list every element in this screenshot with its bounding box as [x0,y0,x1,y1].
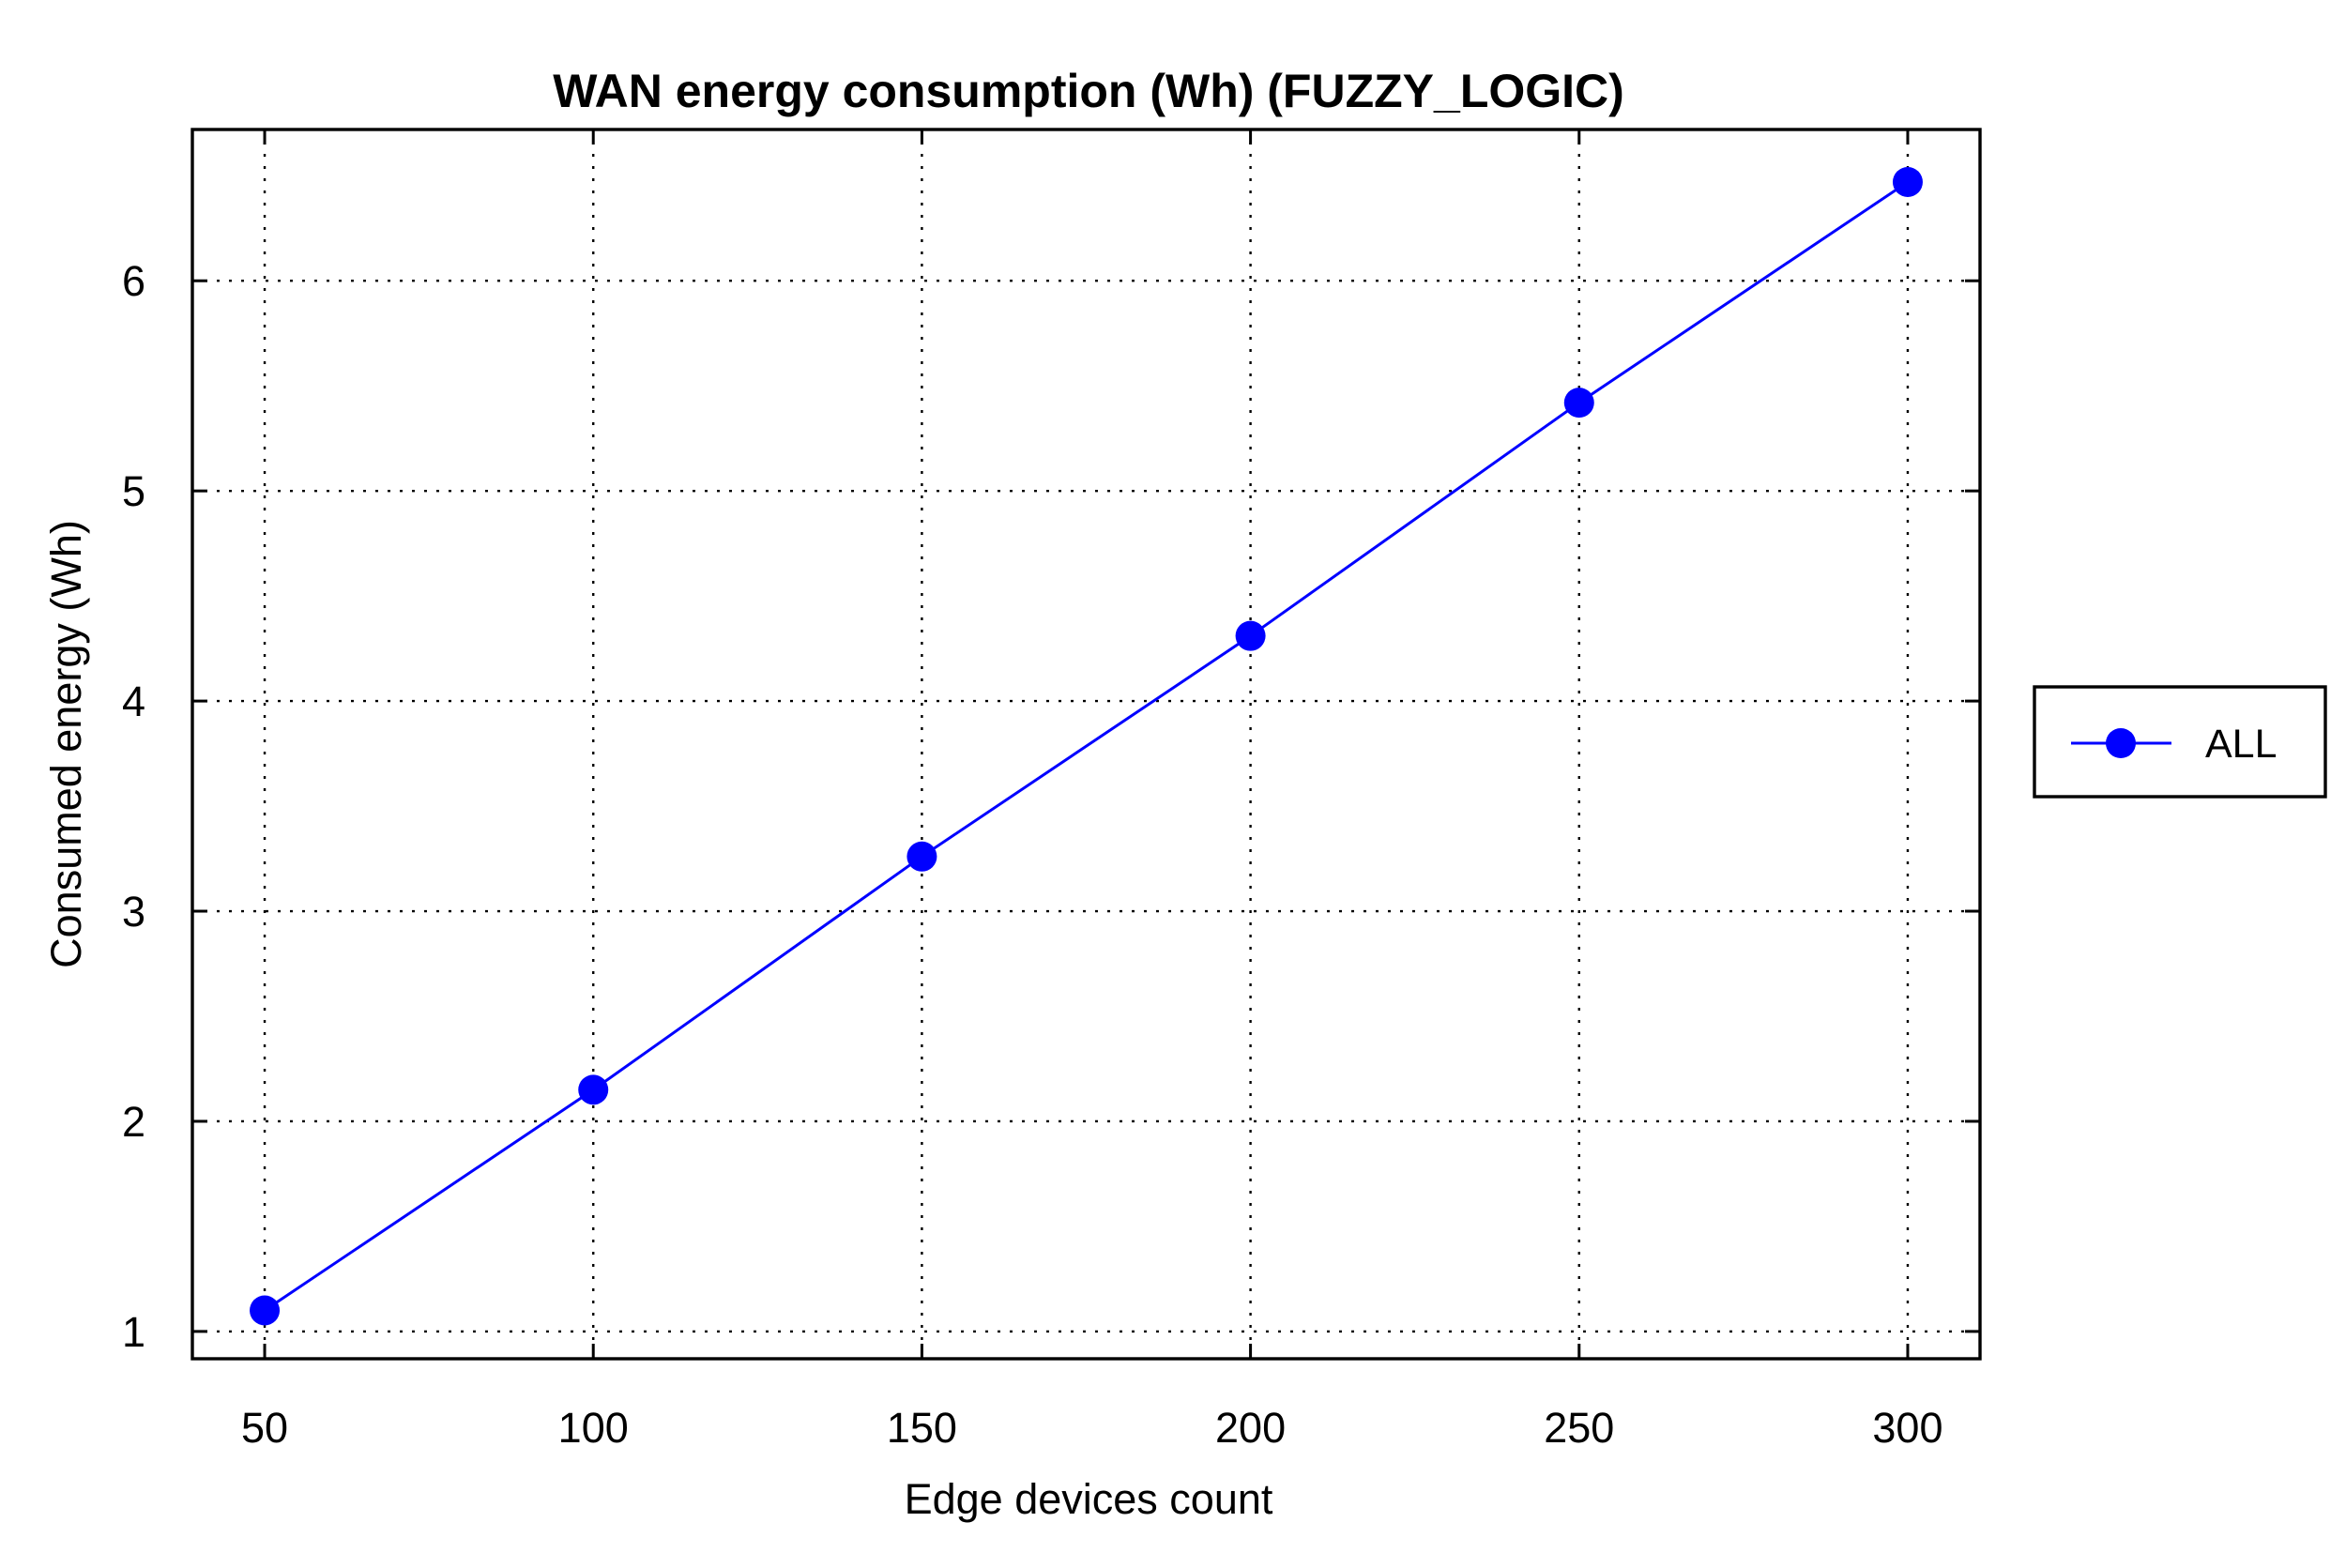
y-tick-label: 2 [122,1098,145,1146]
data-point [906,841,937,872]
y-tick-label: 3 [122,888,145,936]
legend-marker-all [2106,728,2136,758]
x-tick-label: 150 [887,1404,957,1452]
x-tick-label: 250 [1544,1404,1614,1452]
data-point [578,1074,609,1105]
data-point [1235,620,1266,651]
y-tick-label: 4 [122,677,145,725]
legend: ALL [2033,685,2327,799]
tick-layer: 50 100 150 200 250 300 1 2 3 4 5 6 [122,129,1980,1452]
series-layer [250,166,1923,1326]
grid-layer [192,129,1980,1359]
legend-label-all: ALL [2205,722,2277,767]
data-point [1892,166,1923,197]
y-tick-label: 5 [122,467,145,515]
y-axis-label: Consumed energy (Wh) [42,520,90,968]
data-point [250,1295,281,1326]
plot-frame [190,128,1982,1361]
x-tick-label: 50 [241,1404,288,1452]
y-tick-label: 1 [122,1308,145,1356]
x-tick-label: 200 [1215,1404,1286,1452]
x-tick-label: 100 [558,1404,629,1452]
data-point [1563,388,1594,419]
chart-title: WAN energy consumption (Wh) (FUZZY_LOGIC… [553,65,1624,117]
series-line-all [264,180,1909,1312]
x-tick-label: 300 [1872,1404,1942,1452]
y-tick-label: 6 [122,257,145,305]
x-axis-label: Edge devices count [905,1475,1273,1523]
legend-box [2033,685,2327,799]
